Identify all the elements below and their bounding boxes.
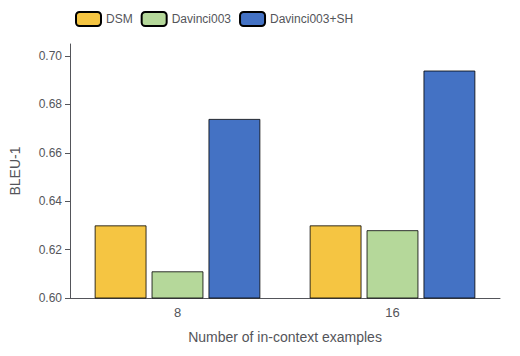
svg-text:0.68: 0.68 <box>39 97 63 111</box>
svg-text:Davinci003+SH: Davinci003+SH <box>270 12 353 26</box>
svg-text:0.64: 0.64 <box>39 194 63 208</box>
svg-text:BLEU-1: BLEU-1 <box>7 146 23 195</box>
svg-text:Number of in-context examples: Number of in-context examples <box>188 329 382 345</box>
svg-text:Davinci003: Davinci003 <box>172 12 232 26</box>
svg-text:DSM: DSM <box>106 12 133 26</box>
svg-text:0.70: 0.70 <box>39 49 63 63</box>
svg-text:0.66: 0.66 <box>39 146 63 160</box>
svg-text:16: 16 <box>385 305 399 320</box>
svg-text:0.60: 0.60 <box>39 291 63 305</box>
svg-text:0.62: 0.62 <box>39 243 63 257</box>
svg-text:8: 8 <box>174 305 181 320</box>
